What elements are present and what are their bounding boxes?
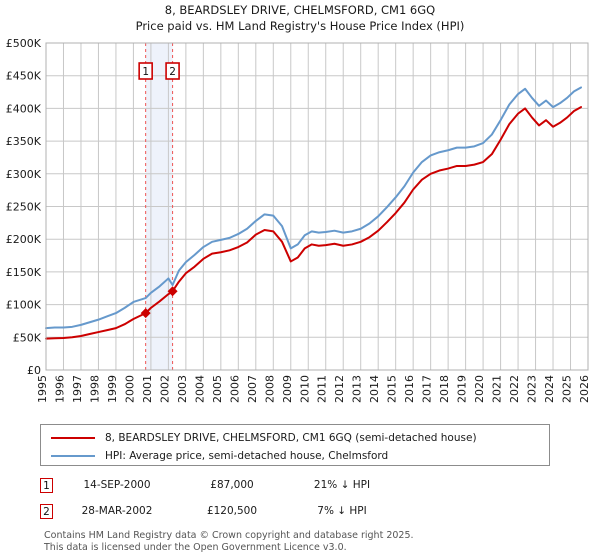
svg-text:2013: 2013 (351, 375, 364, 403)
chart-title-line2: Price paid vs. HM Land Registry's House … (135, 19, 465, 33)
svg-text:2017: 2017 (421, 375, 434, 403)
svg-text:2024: 2024 (543, 375, 556, 403)
x-axis-tick-labels: 1995 1996 1997 1998 1999 2000 2001 2002 2003 2004… (36, 375, 591, 403)
svg-text:1995: 1995 (36, 375, 49, 403)
svg-text:2025: 2025 (561, 375, 574, 403)
transaction-date-1: 14-SEP-2000 (83, 479, 151, 491)
svg-text:2021: 2021 (491, 375, 504, 403)
legend-swatch-price-paid (51, 437, 95, 439)
svg-text:2007: 2007 (246, 375, 259, 403)
transaction-price-2: £120,500 (206, 505, 258, 517)
svg-text:2008: 2008 (263, 375, 276, 403)
svg-text:2006: 2006 (228, 375, 241, 403)
svg-text:2026: 2026 (578, 375, 591, 403)
svg-text:2003: 2003 (176, 375, 189, 403)
svg-text:2016: 2016 (403, 375, 416, 403)
svg-text:£400K: £400K (6, 102, 42, 115)
y-axis-tick-labels: £0 £50K £100K £150K £200K £250K £300K £350K £400… (6, 37, 42, 377)
svg-text:2: 2 (169, 66, 176, 78)
svg-text:2023: 2023 (526, 375, 539, 403)
svg-text:2001: 2001 (141, 375, 154, 403)
svg-text:2004: 2004 (193, 375, 206, 403)
svg-text:£450K: £450K (6, 70, 42, 83)
svg-text:£300K: £300K (6, 168, 42, 181)
svg-text:2011: 2011 (316, 375, 329, 403)
footer-line1: Contains HM Land Registry data © Crown c… (44, 530, 414, 541)
plot-frame (45, 42, 589, 371)
chart-plot-area[interactable]: £0 £50K £100K £150K £200K £250K £300K £350K £400… (0, 0, 600, 415)
svg-text:1999: 1999 (106, 375, 119, 403)
chart-title-line1: 8, BEARDSLEY DRIVE, CHELMSFORD, CM1 6GQ (164, 3, 436, 17)
svg-text:£0: £0 (27, 364, 41, 377)
svg-text:1997: 1997 (71, 375, 84, 403)
svg-text:£150K: £150K (6, 266, 42, 279)
legend-item-hpi: HPI: Average price, semi-detached house,… (47, 447, 543, 465)
footer-line2: This data is licensed under the Open Gov… (44, 541, 347, 553)
svg-text:£500K: £500K (6, 37, 42, 50)
svg-text:1996: 1996 (53, 375, 66, 403)
transaction-price-1: £87,000 (210, 479, 254, 491)
svg-text:1: 1 (142, 66, 149, 78)
legend-swatch-hpi (51, 455, 95, 457)
table-row[interactable]: 2 28-MAR-2002 £120,500 7% ↓ HPI (40, 498, 560, 524)
transaction-point-markers (140, 286, 178, 319)
svg-text:2022: 2022 (508, 375, 521, 403)
svg-text:2019: 2019 (456, 375, 469, 403)
svg-text:2015: 2015 (386, 375, 399, 403)
transactions-table: 1 14-SEP-2000 £87,000 21% ↓ HPI 2 28-MAR… (40, 472, 560, 524)
legend-label-price-paid: 8, BEARDSLEY DRIVE, CHELMSFORD, CM1 6GQ … (105, 432, 477, 444)
svg-text:2010: 2010 (298, 375, 311, 403)
chart-legend: 8, BEARDSLEY DRIVE, CHELMSFORD, CM1 6GQ … (40, 424, 550, 466)
attribution-footer: Contains HM Land Registry data © Crown c… (44, 530, 584, 553)
svg-text:1998: 1998 (88, 375, 101, 403)
table-row[interactable]: 1 14-SEP-2000 £87,000 21% ↓ HPI (40, 472, 560, 498)
svg-text:£100K: £100K (6, 299, 42, 312)
svg-text:£350K: £350K (6, 135, 42, 148)
legend-item-price-paid: 8, BEARDSLEY DRIVE, CHELMSFORD, CM1 6GQ … (47, 429, 543, 447)
transaction-badge-1[interactable]: 1 (40, 477, 53, 493)
transaction-hpi-delta-1: 21% ↓ HPI (313, 479, 371, 491)
svg-text:£200K: £200K (6, 233, 42, 246)
transaction-date-2: 28-MAR-2002 (81, 505, 153, 517)
svg-text:2020: 2020 (473, 375, 486, 403)
price-history-line-chart[interactable]: £0 £50K £100K £150K £200K £250K £300K £350K £400… (0, 0, 600, 415)
svg-text:2014: 2014 (368, 375, 381, 403)
svg-text:£50K: £50K (13, 331, 42, 344)
svg-text:2018: 2018 (438, 375, 451, 403)
transaction-badge-2[interactable]: 2 (40, 503, 53, 519)
svg-text:2000: 2000 (123, 375, 136, 403)
svg-text:2009: 2009 (281, 375, 294, 403)
svg-text:2012: 2012 (333, 375, 346, 403)
svg-text:2002: 2002 (158, 375, 171, 403)
chart-title-block: 8, BEARDSLEY DRIVE, CHELMSFORD, CM1 6GQ … (0, 2, 600, 34)
transaction-hpi-delta-2: 7% ↓ HPI (317, 505, 367, 517)
svg-text:2005: 2005 (211, 375, 224, 403)
legend-label-hpi: HPI: Average price, semi-detached house,… (105, 450, 389, 462)
svg-text:£250K: £250K (6, 201, 42, 214)
gridlines (45, 42, 589, 371)
